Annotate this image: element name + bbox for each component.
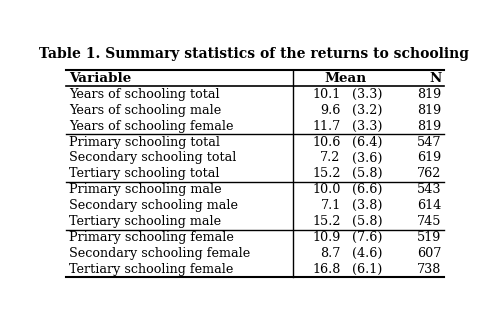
Text: Mean: Mean <box>324 72 367 85</box>
Text: 614: 614 <box>417 199 441 212</box>
Text: 607: 607 <box>417 247 441 260</box>
Text: 10.0: 10.0 <box>312 183 341 196</box>
Text: Secondary schooling male: Secondary schooling male <box>69 199 238 212</box>
Text: Variable: Variable <box>69 72 131 85</box>
Text: (5.8): (5.8) <box>352 215 383 228</box>
Text: 7.1: 7.1 <box>320 199 341 212</box>
Text: (3.3): (3.3) <box>352 88 383 101</box>
Text: 619: 619 <box>417 151 441 164</box>
Text: 11.7: 11.7 <box>312 120 341 133</box>
Text: Secondary schooling total: Secondary schooling total <box>69 151 236 164</box>
Text: 10.9: 10.9 <box>312 231 341 244</box>
Text: 543: 543 <box>417 183 441 196</box>
Text: Tertiary schooling male: Tertiary schooling male <box>69 215 221 228</box>
Text: Years of schooling total: Years of schooling total <box>69 88 220 101</box>
Text: 745: 745 <box>417 215 441 228</box>
Text: (3.3): (3.3) <box>352 120 383 133</box>
Text: Years of schooling female: Years of schooling female <box>69 120 234 133</box>
Text: 819: 819 <box>417 104 441 117</box>
Text: 819: 819 <box>417 120 441 133</box>
Text: (3.2): (3.2) <box>352 104 383 117</box>
Text: 819: 819 <box>417 88 441 101</box>
Text: Years of schooling male: Years of schooling male <box>69 104 221 117</box>
Text: 10.1: 10.1 <box>312 88 341 101</box>
Text: Secondary schooling female: Secondary schooling female <box>69 247 250 260</box>
Text: N: N <box>429 72 441 85</box>
Text: 519: 519 <box>417 231 441 244</box>
Text: 15.2: 15.2 <box>312 167 341 180</box>
Text: 16.8: 16.8 <box>312 263 341 276</box>
Text: Primary schooling female: Primary schooling female <box>69 231 234 244</box>
Text: (3.6): (3.6) <box>352 151 383 164</box>
Text: (5.8): (5.8) <box>352 167 383 180</box>
Text: 9.6: 9.6 <box>320 104 341 117</box>
Text: Tertiary schooling female: Tertiary schooling female <box>69 263 233 276</box>
Text: (4.6): (4.6) <box>352 247 383 260</box>
Text: (7.6): (7.6) <box>352 231 383 244</box>
Text: 7.2: 7.2 <box>320 151 341 164</box>
Text: (6.4): (6.4) <box>352 136 383 148</box>
Text: Primary schooling total: Primary schooling total <box>69 136 220 148</box>
Text: (6.6): (6.6) <box>352 183 383 196</box>
Text: Table 1. Summary statistics of the returns to schooling: Table 1. Summary statistics of the retur… <box>39 47 469 61</box>
Text: 738: 738 <box>417 263 441 276</box>
Text: (3.8): (3.8) <box>352 199 383 212</box>
Text: 10.6: 10.6 <box>312 136 341 148</box>
Text: 762: 762 <box>417 167 441 180</box>
Text: 547: 547 <box>417 136 441 148</box>
Text: (6.1): (6.1) <box>353 263 383 276</box>
Text: 15.2: 15.2 <box>312 215 341 228</box>
Text: Primary schooling male: Primary schooling male <box>69 183 222 196</box>
Text: 8.7: 8.7 <box>320 247 341 260</box>
Text: Tertiary schooling total: Tertiary schooling total <box>69 167 219 180</box>
